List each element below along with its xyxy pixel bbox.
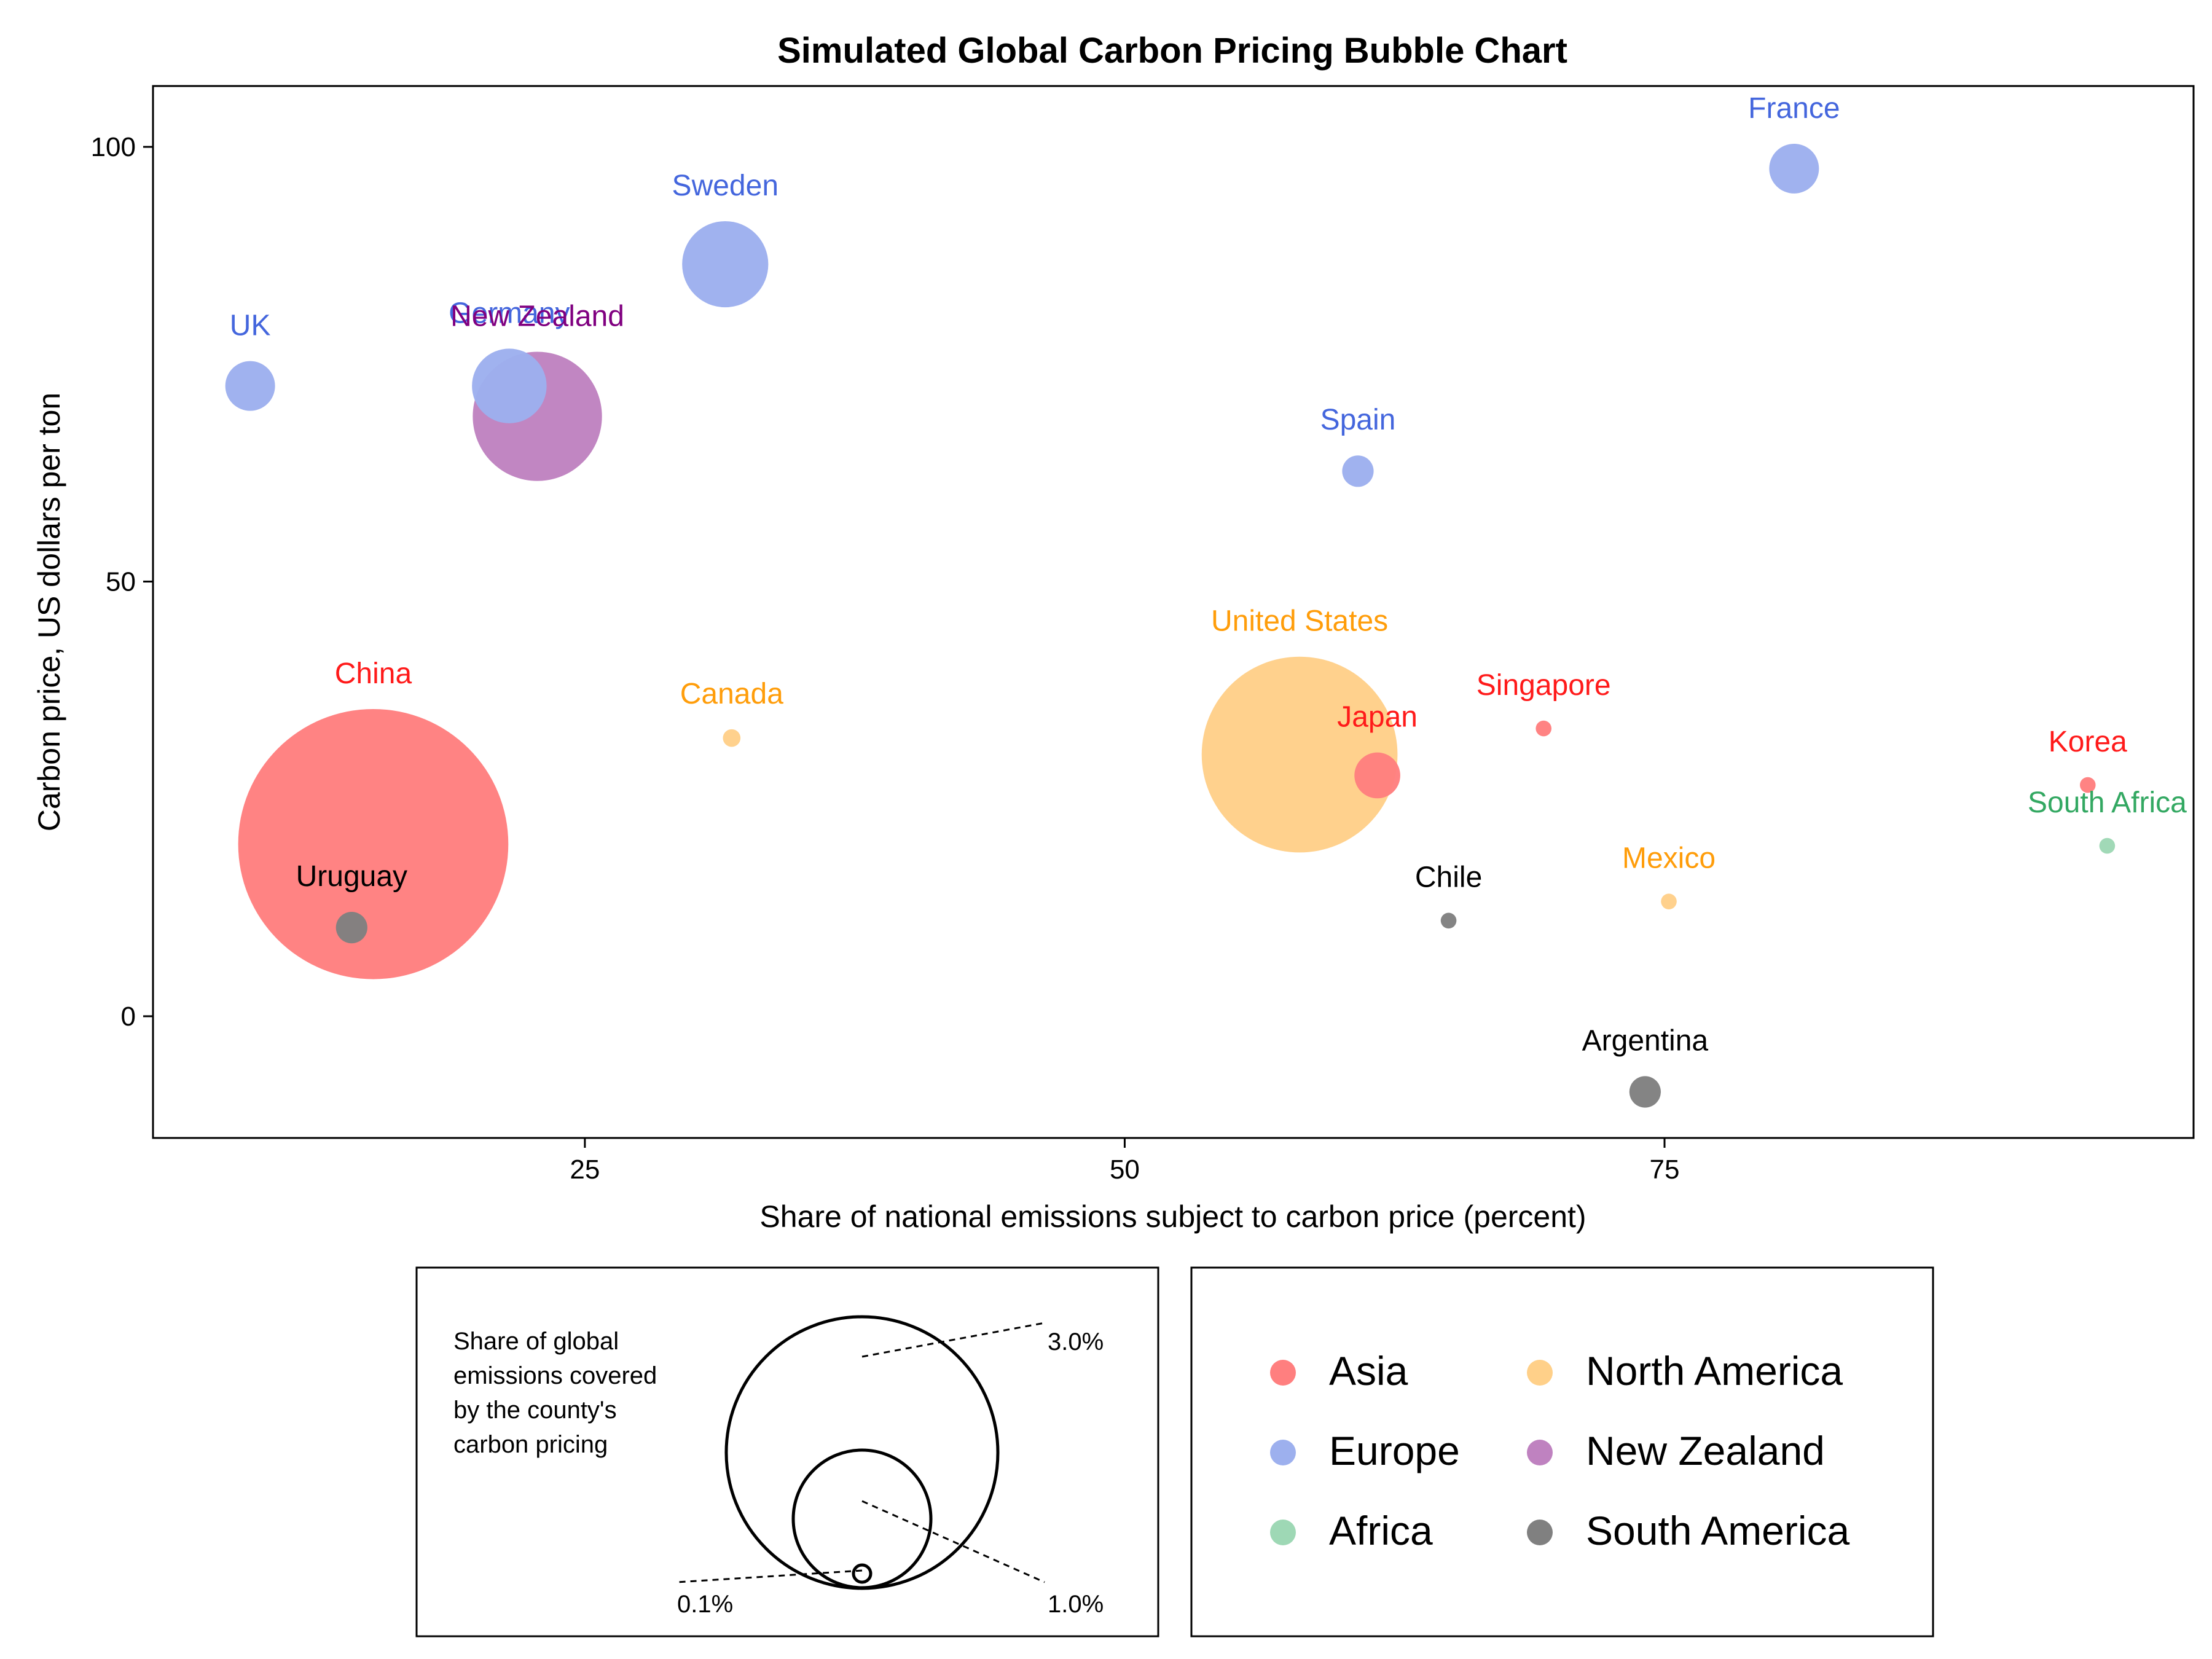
bubble-china [238, 708, 509, 979]
legend-marker-new-zealand [1527, 1440, 1553, 1465]
bubble-korea [2080, 777, 2096, 793]
point-label-canada: Canada [680, 678, 783, 710]
size-legend-title: Share of global emissions covered by the… [453, 1328, 664, 1458]
legend-marker-europe [1270, 1440, 1296, 1465]
point-label-singapore: Singapore [1477, 669, 1611, 702]
chart-title: Simulated Global Carbon Pricing Bubble C… [777, 31, 1567, 71]
size-legend-leader-line [861, 1322, 1045, 1358]
legend-label-new-zealand: New Zealand [1586, 1428, 1825, 1473]
point-label-france: France [1748, 92, 1840, 125]
bubble-layer [225, 143, 2116, 1108]
bubble-argentina [1629, 1076, 1661, 1108]
size-legend-label-medium: 1.0% [1048, 1591, 1104, 1618]
point-label-new-zealand: New Zealand [450, 300, 624, 333]
size-legend-frame [415, 1266, 1159, 1637]
bubble-france [1769, 143, 1819, 194]
point-label-germany: Germany [449, 297, 570, 329]
legend-marker-asia [1270, 1360, 1296, 1386]
legend-marker-south-america [1527, 1520, 1553, 1545]
y-axis-label: Carbon price, US dollars per ton [32, 393, 66, 831]
bubble-mexico [1661, 893, 1677, 909]
color-legend: Asia Europe Africa North America New Zea… [1190, 1266, 1934, 1637]
size-legend-label-large: 3.0% [1048, 1328, 1104, 1355]
y-tick-label: 0 [121, 1002, 136, 1032]
bubble-uruguay [335, 912, 367, 944]
bubble-united-states [1201, 656, 1398, 853]
y-tick-label: 50 [106, 567, 136, 597]
y-tick-label: 100 [91, 132, 136, 162]
x-axis-label: Share of national emissions subject to c… [759, 1199, 1586, 1234]
size-legend-title-line: carbon pricing [453, 1431, 608, 1458]
legend-label-europe: Europe [1329, 1428, 1460, 1473]
size-legend-circle-small [852, 1563, 873, 1584]
size-legend-title-line: by the county's [453, 1397, 617, 1424]
point-label-south-africa: South Africa [2028, 786, 2187, 819]
color-legend-frame [1190, 1266, 1934, 1637]
size-legend-leader-line [677, 1569, 863, 1583]
bubble-canada [723, 729, 741, 747]
point-label-sweden: Sweden [672, 170, 779, 202]
x-tick-label: 25 [570, 1155, 600, 1185]
y-axis: 0 50 100 [91, 132, 153, 1032]
x-tick-label: 50 [1110, 1155, 1140, 1185]
bubble-chile [1440, 912, 1457, 929]
bubble-japan [1354, 752, 1400, 799]
point-label-spain: Spain [1320, 404, 1396, 436]
size-legend: Share of global emissions covered by the… [415, 1266, 1159, 1637]
bubble-uk [225, 361, 275, 411]
legend-label-africa: Africa [1329, 1508, 1433, 1553]
point-label-china: China [335, 657, 412, 690]
point-label-chile: Chile [1415, 861, 1482, 893]
size-legend-title-line: Share of global [453, 1328, 619, 1355]
bubble-singapore [1535, 720, 1551, 737]
plot-frame [152, 85, 2195, 1139]
bubble-south-africa [2099, 837, 2116, 854]
legend-marker-north-america [1527, 1360, 1553, 1386]
size-legend-circle-medium [791, 1448, 933, 1590]
bubble-germany [472, 348, 547, 423]
size-legend-label-small: 0.1% [677, 1591, 733, 1618]
point-label-argentina: Argentina [1582, 1024, 1709, 1057]
point-label-united-states: United States [1211, 605, 1388, 638]
point-label-korea: Korea [2049, 726, 2127, 758]
legend-label-north-america: North America [1586, 1348, 1843, 1394]
point-label-mexico: Mexico [1622, 842, 1716, 874]
legend-marker-africa [1270, 1520, 1296, 1545]
legend-label-south-america: South America [1586, 1508, 1850, 1553]
size-legend-title-line: emissions covered [453, 1362, 657, 1389]
x-axis: 25 50 75 [570, 1138, 1679, 1185]
bubble-sweden [682, 221, 769, 308]
point-label-japan: Japan [1337, 701, 1418, 734]
size-legend-leader-line [861, 1500, 1045, 1583]
point-label-uk: UK [230, 310, 271, 342]
x-tick-label: 75 [1650, 1155, 1680, 1185]
size-legend-circle-large [724, 1315, 1000, 1590]
point-label-uruguay: Uruguay [296, 860, 407, 893]
bubble-spain [1342, 455, 1374, 487]
legend-label-asia: Asia [1329, 1348, 1408, 1394]
